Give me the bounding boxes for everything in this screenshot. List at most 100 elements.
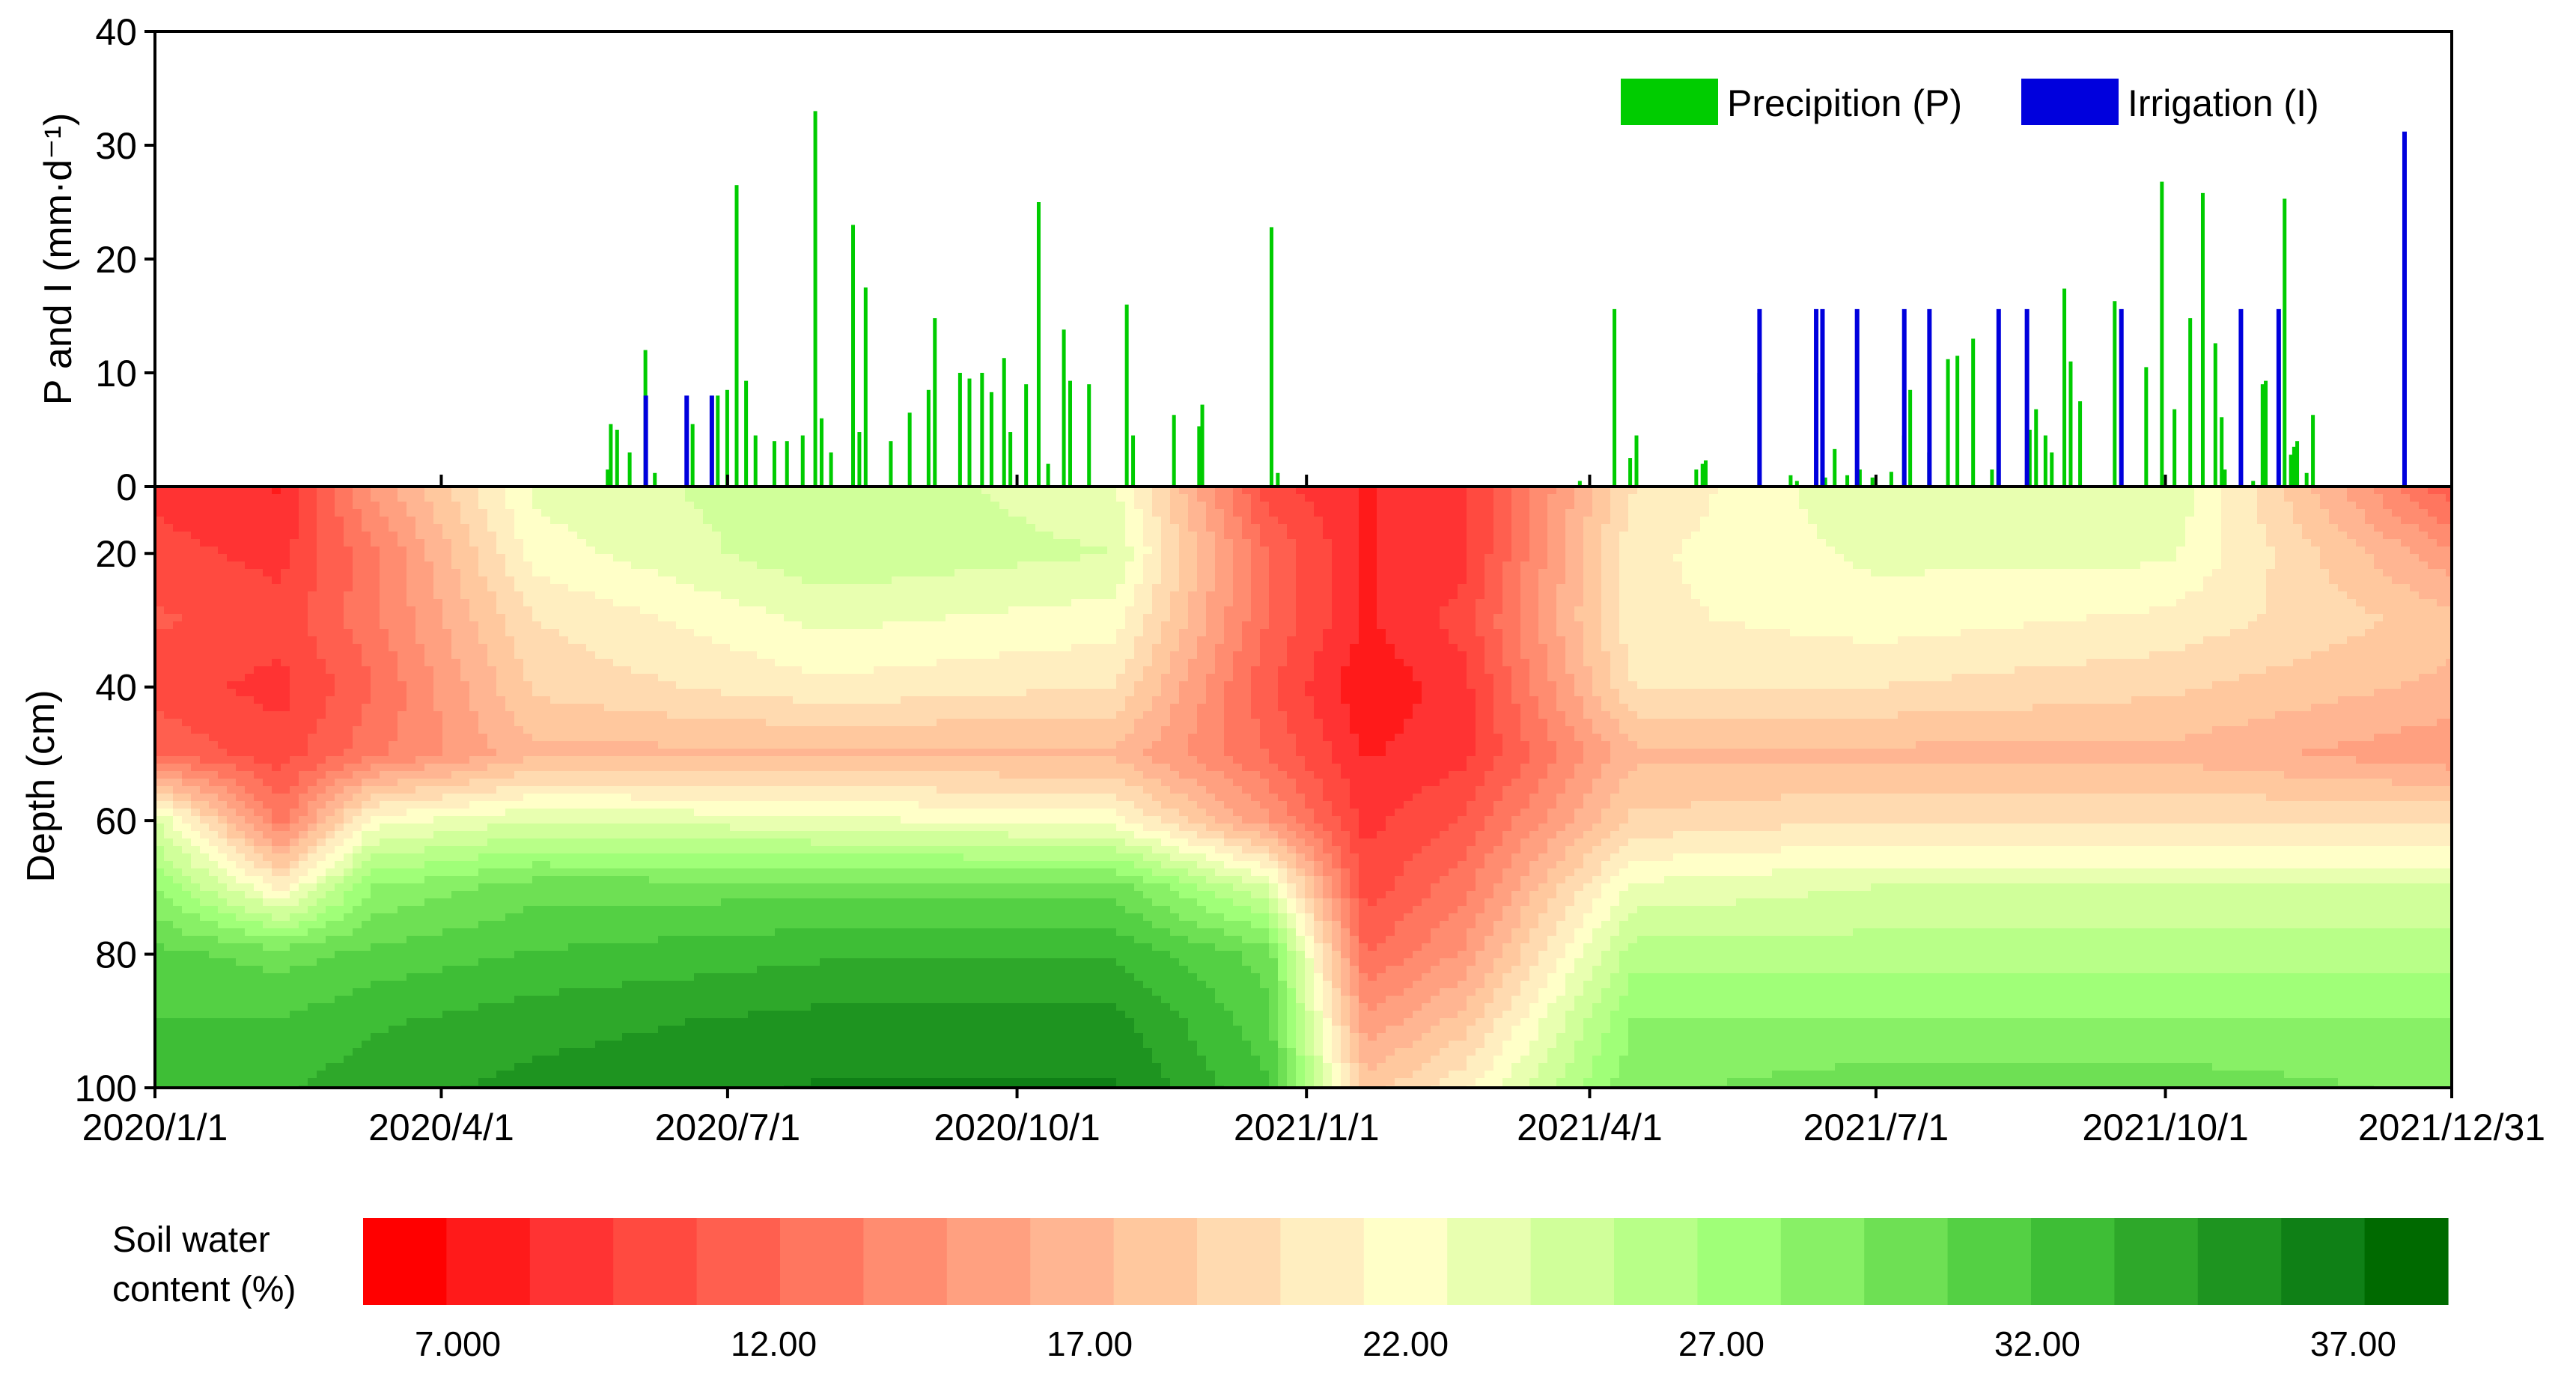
- soil-water-cell: [631, 913, 641, 922]
- soil-water-cell: [290, 749, 299, 757]
- soil-water-cell: [371, 629, 380, 637]
- soil-water-cell: [505, 494, 515, 502]
- soil-water-cell: [568, 741, 578, 749]
- soil-water-cell: [460, 719, 470, 727]
- soil-water-cell: [200, 561, 210, 570]
- soil-water-cell: [451, 704, 461, 712]
- soil-water-cell: [182, 734, 192, 742]
- soil-water-cell: [317, 741, 326, 749]
- soil-water-cell: [622, 644, 632, 652]
- soil-water-cell: [371, 517, 380, 525]
- soil-water-cell: [541, 883, 551, 892]
- soil-water-cell: [550, 824, 560, 832]
- soil-water-cell: [514, 1003, 524, 1011]
- soil-water-cell: [631, 621, 641, 630]
- soil-water-cell: [505, 517, 515, 525]
- soil-water-cell: [236, 1056, 246, 1064]
- soil-water-cell: [299, 711, 308, 719]
- soil-water-cell: [505, 861, 515, 869]
- soil-water-cell: [451, 816, 461, 824]
- soil-water-cell: [604, 606, 614, 615]
- soil-water-cell: [200, 1063, 210, 1071]
- soil-water-cell: [353, 928, 362, 937]
- soil-water-cell: [290, 561, 299, 570]
- soil-water-cell: [523, 547, 533, 555]
- soil-water-cell: [407, 868, 416, 877]
- soil-water-cell: [164, 809, 174, 817]
- soil-water-cell: [451, 853, 461, 862]
- soil-water-cell: [613, 1033, 623, 1041]
- soil-water-cell: [460, 1033, 470, 1041]
- soil-water-cell: [164, 696, 174, 704]
- soil-water-cell: [415, 801, 425, 809]
- soil-water-cell: [227, 749, 237, 757]
- soil-water-cell: [433, 584, 443, 592]
- soil-water-cell: [532, 838, 542, 847]
- soil-water-cell: [182, 689, 192, 697]
- soil-water-cell: [496, 1056, 506, 1064]
- soil-water-cell: [254, 861, 264, 869]
- soil-water-cell: [667, 734, 677, 742]
- soil-water-cell: [191, 726, 201, 734]
- soil-water-cell: [344, 1026, 353, 1034]
- soil-water-cell: [191, 928, 201, 937]
- soil-water-cell: [640, 786, 650, 794]
- soil-water-cell: [191, 494, 201, 502]
- soil-water-cell: [344, 786, 353, 794]
- soil-water-cell: [586, 599, 596, 607]
- soil-water-cell: [433, 621, 443, 630]
- soil-water-cell: [245, 1026, 255, 1034]
- soil-water-cell: [263, 891, 272, 899]
- soil-water-cell: [164, 644, 174, 652]
- soil-water-cell: [263, 794, 272, 802]
- soil-water-cell: [173, 734, 183, 742]
- soil-water-cell: [344, 532, 353, 540]
- soil-water-cell: [685, 973, 695, 981]
- soil-water-cell: [685, 838, 695, 847]
- soil-water-cell: [299, 734, 308, 742]
- soil-water-cell: [568, 509, 578, 517]
- soil-water-cell: [209, 726, 219, 734]
- soil-water-cell: [532, 981, 542, 989]
- soil-water-cell: [568, 629, 578, 637]
- soil-water-cell: [559, 696, 569, 704]
- soil-water-cell: [272, 1033, 281, 1041]
- soil-water-cell: [442, 973, 452, 981]
- soil-water-cell: [649, 689, 659, 697]
- soil-water-cell: [649, 1078, 659, 1086]
- soil-water-cell: [164, 711, 174, 719]
- soil-water-cell: [407, 756, 416, 764]
- soil-water-cell: [326, 853, 335, 862]
- soil-water-cell: [496, 838, 506, 847]
- soil-water-cell: [604, 981, 614, 989]
- soil-water-cell: [631, 1033, 641, 1041]
- soil-water-cell: [496, 861, 506, 869]
- soil-water-cell: [299, 651, 308, 660]
- soil-water-cell: [353, 876, 362, 884]
- soil-water-cell: [532, 659, 542, 667]
- soil-water-cell: [505, 771, 515, 779]
- soil-water-cell: [676, 786, 686, 794]
- soil-water-cell: [389, 816, 398, 824]
- soil-water-cell: [667, 584, 677, 592]
- soil-water-cell: [460, 696, 470, 704]
- soil-water-cell: [415, 1011, 425, 1019]
- soil-water-cell: [622, 988, 632, 996]
- soil-water-cell: [281, 861, 290, 869]
- soil-water-cell: [380, 943, 389, 952]
- soil-water-cell: [380, 711, 389, 719]
- soil-water-cell: [362, 1018, 371, 1026]
- soil-water-cell: [496, 1063, 506, 1071]
- soil-water-cell: [209, 487, 219, 495]
- soil-water-cell: [182, 943, 192, 952]
- soil-water-cell: [236, 1063, 246, 1071]
- soil-water-cell: [523, 696, 533, 704]
- soil-water-cell: [685, 861, 695, 869]
- soil-water-cell: [649, 719, 659, 727]
- soil-water-cell: [209, 689, 219, 697]
- soil-water-cell: [254, 1071, 264, 1079]
- soil-water-cell: [577, 719, 587, 727]
- precip-bar: [2160, 181, 2164, 487]
- soil-water-cell: [155, 1048, 165, 1056]
- soil-water-cell: [667, 1003, 677, 1011]
